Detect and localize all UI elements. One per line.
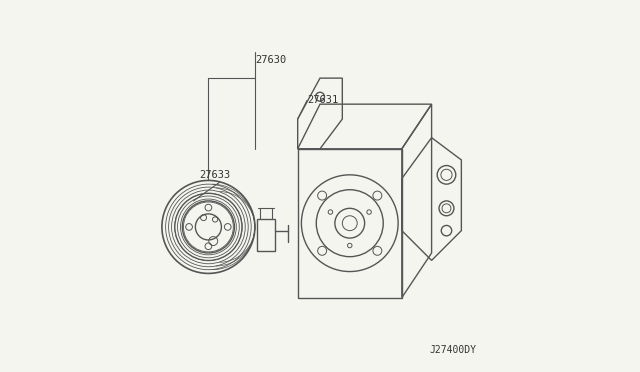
Text: 27631: 27631	[307, 96, 338, 105]
Text: J27400DY: J27400DY	[429, 345, 476, 355]
Text: 27633: 27633	[199, 170, 230, 180]
Text: 27630: 27630	[255, 55, 286, 64]
